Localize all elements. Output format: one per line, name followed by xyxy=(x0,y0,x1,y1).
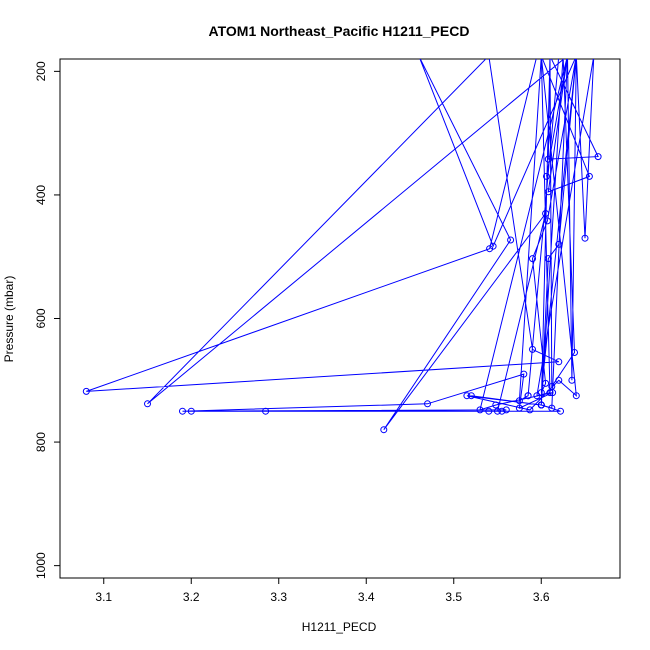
y-tick-label: 200 xyxy=(34,61,48,81)
x-tick-label: 3.4 xyxy=(358,590,375,604)
data-point xyxy=(542,210,550,217)
x-tick-label: 3.1 xyxy=(95,590,112,604)
data-point xyxy=(555,240,563,248)
data-point xyxy=(515,397,523,405)
chart-title: ATOM1 Northeast_Pacific H1211_PECD xyxy=(209,23,470,39)
data-point xyxy=(555,376,563,384)
data-point xyxy=(380,426,388,434)
data-point xyxy=(467,392,475,400)
data-point xyxy=(544,255,552,263)
data-point xyxy=(557,407,564,415)
data-point xyxy=(568,376,576,384)
data-point xyxy=(546,389,554,397)
data-point xyxy=(526,406,534,414)
data-point xyxy=(548,404,556,412)
x-axis-label: H1211_PECD xyxy=(302,620,377,634)
data-point xyxy=(594,153,602,161)
data-point xyxy=(485,407,493,415)
series-line xyxy=(86,59,599,430)
x-tick-label: 3.6 xyxy=(533,590,550,604)
data-point xyxy=(581,234,589,242)
data-point xyxy=(544,155,552,163)
y-tick-label: 1000 xyxy=(34,552,48,579)
data-point xyxy=(515,404,523,412)
y-tick-label: 600 xyxy=(34,308,48,328)
data-point xyxy=(537,401,545,409)
y-tick-label: 800 xyxy=(34,432,48,452)
data-point xyxy=(549,389,557,397)
data-point xyxy=(144,400,151,408)
data-point xyxy=(507,236,515,244)
data-point xyxy=(179,407,186,415)
data-point xyxy=(498,407,506,415)
data-point xyxy=(544,188,552,196)
data-point xyxy=(543,172,550,180)
data-point xyxy=(463,392,471,400)
data-point xyxy=(492,401,500,409)
data-point xyxy=(476,406,484,414)
data-point xyxy=(502,406,510,414)
data-point xyxy=(82,387,90,395)
data-point xyxy=(543,217,551,225)
data-point xyxy=(537,389,545,397)
data-point xyxy=(520,370,528,378)
x-tick-label: 3.2 xyxy=(183,590,200,604)
x-axis: 3.1 3.2 3.3 3.4 3.5 3.6 xyxy=(95,578,550,604)
x-tick-label: 3.3 xyxy=(270,590,287,604)
x-tick-label: 3.5 xyxy=(445,590,462,604)
data-point xyxy=(489,242,497,250)
data-point xyxy=(572,392,580,400)
data-point xyxy=(529,255,536,263)
data-point xyxy=(424,400,431,408)
data-point xyxy=(555,358,563,366)
data-point xyxy=(542,379,550,387)
data-series xyxy=(82,59,602,434)
y-axis-label: Pressure (mbar) xyxy=(2,276,16,363)
y-axis: 200 400 600 800 1000 xyxy=(34,61,60,579)
data-point xyxy=(494,407,501,415)
data-point xyxy=(529,345,536,353)
data-point xyxy=(524,392,532,400)
data-point xyxy=(571,349,578,356)
data-point xyxy=(262,407,270,415)
data-point xyxy=(585,172,593,180)
y-tick-label: 400 xyxy=(34,185,48,205)
data-point xyxy=(187,407,195,415)
